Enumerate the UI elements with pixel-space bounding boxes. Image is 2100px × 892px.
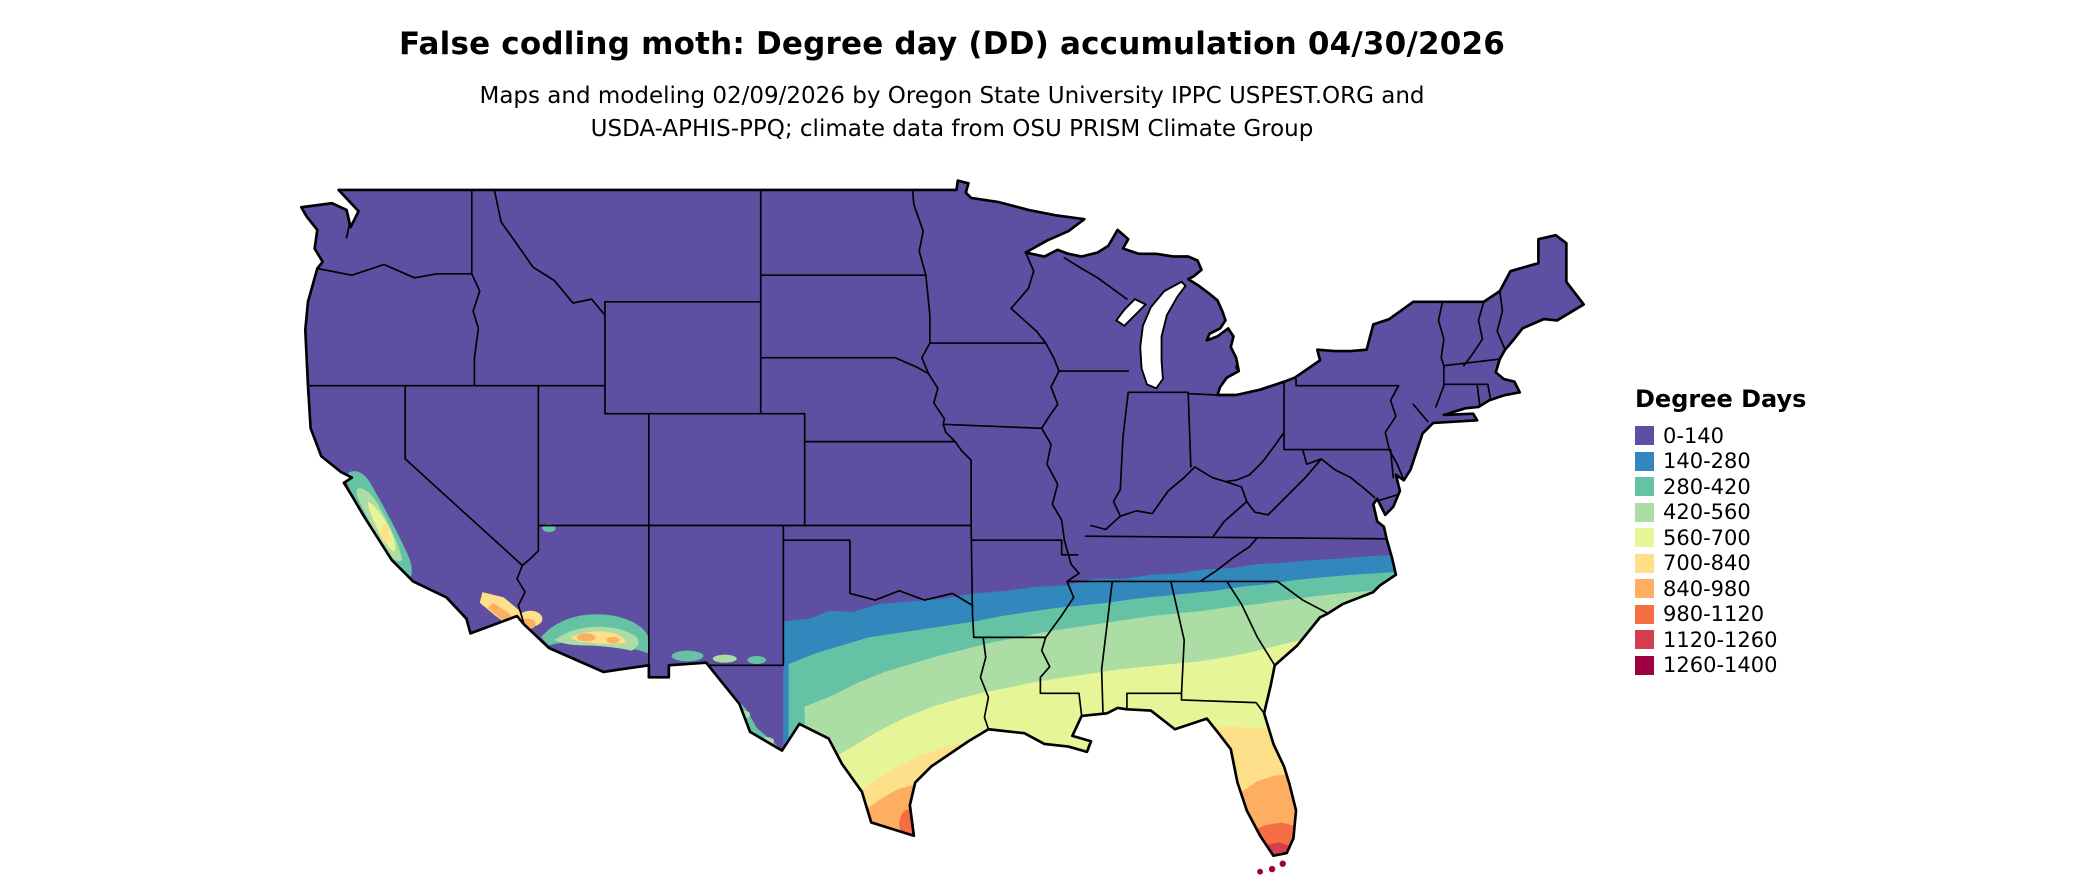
legend-item: 700-840 xyxy=(1635,551,1806,577)
us-degree-day-map xyxy=(288,171,1593,884)
legend-item: 560-700 xyxy=(1635,525,1806,551)
legend-swatch xyxy=(1635,528,1654,548)
legend-swatch xyxy=(1635,579,1654,599)
legend-item: 980-1120 xyxy=(1635,602,1806,628)
lake-michigan xyxy=(1139,280,1187,390)
legend-item: 1120-1260 xyxy=(1635,627,1806,653)
legend-label: 980-1120 xyxy=(1663,602,1765,627)
green-bay xyxy=(1114,297,1148,327)
legend-label: 0-140 xyxy=(1663,423,1725,448)
legend-swatch xyxy=(1635,477,1654,497)
florida-keys xyxy=(1257,860,1286,875)
legend: Degree Days 0-140 140-280 280-420 420-560 56… xyxy=(1635,385,1806,678)
legend-item: 0-140 xyxy=(1635,423,1806,449)
legend-label: 420-560 xyxy=(1663,500,1751,525)
us-map-svg xyxy=(299,179,1586,875)
legend-label: 1120-1260 xyxy=(1663,627,1778,652)
state-borders xyxy=(307,189,1506,731)
dd-patch-phoenix-orange xyxy=(576,633,596,642)
legend-label: 1260-1400 xyxy=(1663,653,1778,678)
dd-patch-central-valley-yellow xyxy=(381,524,390,543)
subtitle-line-1: Maps and modeling 02/09/2026 by Oregon S… xyxy=(479,83,1425,109)
dd-patch-central-valley-pale xyxy=(367,501,396,553)
legend-swatch xyxy=(1635,502,1654,522)
legend-swatch xyxy=(1635,451,1654,471)
legend-swatch xyxy=(1635,553,1654,573)
map-fill-layers xyxy=(301,180,1584,856)
legend-item: 840-980 xyxy=(1635,576,1806,602)
legend-swatch xyxy=(1635,426,1654,446)
header: False codling moth: Degree day (DD) accu… xyxy=(0,0,1904,146)
dd-patch-socal-yellow xyxy=(454,624,466,632)
legend-label: 280-420 xyxy=(1663,474,1751,499)
dd-patch-tucson-orange xyxy=(606,636,620,644)
page-subtitle: Maps and modeling 02/09/2026 by Oregon S… xyxy=(0,80,1904,146)
legend-label: 560-700 xyxy=(1663,525,1751,550)
page-title: False codling moth: Degree day (DD) accu… xyxy=(398,26,1506,62)
legend-label: 840-980 xyxy=(1663,576,1751,601)
legend-swatch xyxy=(1635,655,1654,675)
dd-patch-nm-teal-1 xyxy=(671,650,704,662)
legend-item: 140-280 xyxy=(1635,449,1806,475)
subtitle-line-2: USDA-APHIS-PPQ; climate data from OSU PR… xyxy=(590,116,1314,142)
legend-item: 1260-1400 xyxy=(1635,653,1806,679)
dd-patch-nm-teal-2 xyxy=(747,656,767,664)
dd-bin-base xyxy=(301,180,1584,856)
legend-item: 280-420 xyxy=(1635,474,1806,500)
legend-label: 700-840 xyxy=(1663,551,1751,576)
legend-items: 0-140 140-280 280-420 420-560 560-700 700-840… xyxy=(1635,423,1806,678)
legend-title: Degree Days xyxy=(1635,385,1807,413)
us-national-outline xyxy=(299,179,1586,858)
legend-swatch xyxy=(1635,604,1654,624)
legend-swatch xyxy=(1635,630,1654,650)
dd-band-840-980 xyxy=(860,774,1584,856)
dd-patch-nm-green xyxy=(712,654,737,663)
dd-band-700-840 xyxy=(852,726,1584,856)
legend-label: 140-280 xyxy=(1663,449,1751,474)
legend-item: 420-560 xyxy=(1635,500,1806,526)
